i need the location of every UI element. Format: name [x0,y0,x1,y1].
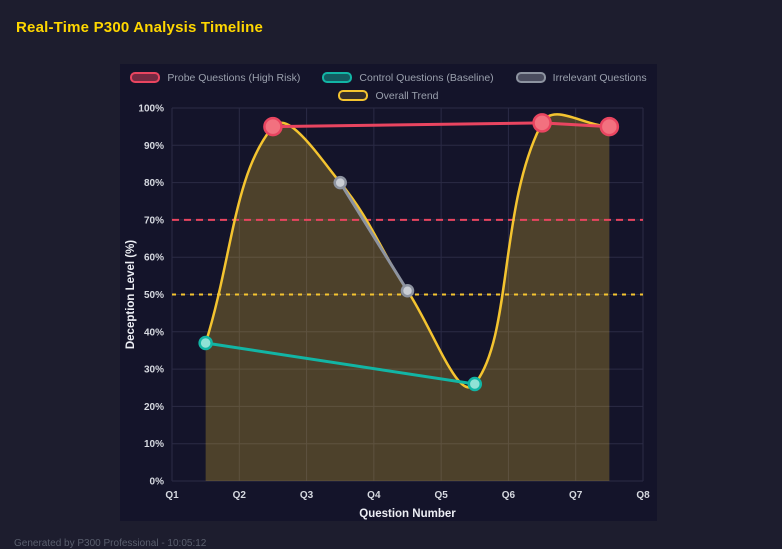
legend-row-top: Probe Questions (High Risk) Control Quest… [120,71,657,84]
legend-item-2[interactable]: Irrelevant Questions [515,71,647,84]
page-title: Real-Time P300 Analysis Timeline [16,19,264,36]
legend-label: Control Questions (Baseline) [359,71,494,84]
y-tick-label: 0% [150,477,165,488]
legend-item-0[interactable]: Probe Questions (High Risk) [130,72,300,84]
y-axis-label: Deception Level (%) [125,240,137,349]
data-point-marker-0 [263,116,283,137]
x-tick-label: Q5 [434,490,448,501]
series-line-1 [204,341,477,386]
y-tick-label: 50% [144,290,164,301]
y-tick-label: 30% [144,365,164,376]
series-line-2 [338,181,409,293]
y-tick-label: 80% [144,178,164,189]
y-tick-label: 60% [144,253,164,264]
data-point-marker-2 [400,284,415,298]
legend-swatch [130,72,161,83]
legend-label: Overall Trend [375,89,439,102]
legend-item-1[interactable]: Control Questions (Baseline) [322,71,494,84]
data-point-marker-0 [599,116,620,137]
legend-label: Irrelevant Questions [552,71,647,84]
y-tick-label: 100% [138,104,164,115]
x-axis-label: Question Number [359,508,456,520]
chart-panel: Probe Questions (High Risk) Control Quest… [120,64,657,521]
y-tick-label: 40% [144,327,164,338]
legend-item-3[interactable]: Overall Trend [338,89,439,102]
footer-text: Generated by P300 Professional - 10:05:1… [14,538,207,549]
x-tick-label: Q2 [233,490,247,501]
legend-swatch [338,90,369,101]
x-tick-label: Q7 [569,490,583,501]
chart-legend: Probe Questions (High Risk) Control Quest… [120,64,657,102]
legend-label: Probe Questions (High Risk) [167,71,301,84]
x-tick-label: Q4 [367,490,381,501]
data-point-marker-1 [198,335,213,351]
legend-swatch [322,72,353,83]
y-tick-label: 20% [144,402,164,413]
data-point-marker-2 [333,175,347,190]
x-tick-label: Q3 [300,490,314,501]
data-point-marker-1 [467,376,483,392]
legend-row-bottom: Overall Trend [120,89,657,102]
x-tick-label: Q1 [165,490,179,501]
y-tick-label: 90% [144,141,164,152]
legend-swatch [515,72,546,83]
x-tick-label: Q6 [502,490,516,501]
x-tick-label: Q8 [636,490,650,501]
y-tick-label: 10% [144,439,164,450]
y-tick-label: 70% [144,215,164,226]
data-point-marker-0 [532,113,552,133]
trend-area-fill [205,114,610,481]
chart-plot: 0% 10% 20% 30% 40% 50% 60% 70% 80% 90% 100% Q1 Q2 Q3 Q… [125,104,650,521]
